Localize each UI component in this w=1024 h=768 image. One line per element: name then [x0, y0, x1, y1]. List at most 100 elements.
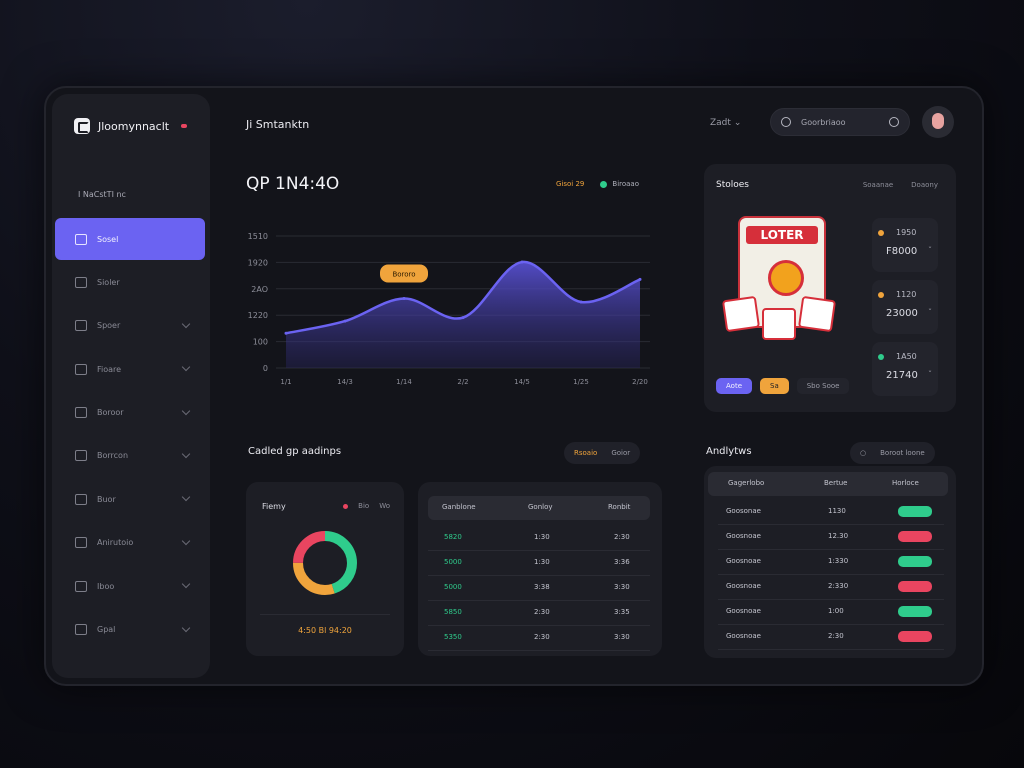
- avatar[interactable]: [922, 106, 954, 138]
- data-point[interactable]: [284, 331, 288, 335]
- analytics-row[interactable]: Goosnoae 1:330: [718, 550, 944, 575]
- lottery-illustration: LOTER: [721, 216, 848, 346]
- document-icon: [75, 363, 87, 375]
- tab-2[interactable]: Doaony: [911, 181, 938, 189]
- tertiary-button[interactable]: Sbo Sooe: [796, 378, 850, 394]
- table-cell: 1:30: [534, 558, 550, 566]
- data-point[interactable]: [520, 260, 524, 264]
- ticket-list: 1950 F8000 ˇ 1120 23000 ˇ 1A50 21740 ˇ: [872, 218, 938, 404]
- ticket-icon: [762, 308, 796, 340]
- status-badge: [898, 631, 932, 642]
- x-tick-label: 1/25: [573, 378, 589, 386]
- analytics-row[interactable]: Goosnoae 12.30: [718, 525, 944, 550]
- monitor-icon: [75, 450, 87, 462]
- main-value: QP 1N4:4O: [246, 174, 340, 194]
- table-row[interactable]: 5820 1:30 2:30: [428, 526, 650, 551]
- notification-dot: [181, 124, 188, 128]
- app-name: Jloomynnaclt: [98, 119, 170, 133]
- analytics-row[interactable]: Goosnoae 2:30: [718, 625, 944, 650]
- analytics-row[interactable]: Goosonae 1130: [718, 500, 944, 525]
- ticket-card[interactable]: 1120 23000 ˇ: [872, 280, 938, 334]
- sidebar-item-4[interactable]: Fioare: [55, 348, 205, 390]
- table-cell: 5000: [444, 558, 462, 566]
- sidebar-section-label: I NaCstTI nc: [78, 190, 126, 199]
- table-header: Ganblone Gonloy Ronbit: [428, 496, 650, 520]
- y-tick-label: 1920: [248, 258, 268, 267]
- search-icon: [781, 117, 791, 127]
- x-tick-label: 2/20: [632, 378, 648, 386]
- search-placeholder: Goorbriaoo: [801, 117, 846, 127]
- row-name: Goosnoae: [726, 557, 761, 565]
- analytics-table: Gagerlobo Bertue Horloce Goosonae 1130 Goo…: [704, 466, 956, 658]
- app-logo[interactable]: Jloomynnaclt: [74, 118, 188, 134]
- filter-icon[interactable]: [889, 117, 899, 127]
- analytics-filter[interactable]: ○ Boroot loone: [850, 442, 935, 464]
- table-cell: 2:30: [614, 533, 630, 541]
- donut-segment[interactable]: [293, 531, 357, 595]
- analytics-title: Andlytws: [706, 446, 752, 457]
- table-row[interactable]: 5000 3:38 3:30: [428, 576, 650, 601]
- analytics-icon: [75, 537, 87, 549]
- table-row[interactable]: 5000 1:30 3:36: [428, 551, 650, 576]
- donut-segment[interactable]: [293, 531, 357, 595]
- logo-icon: [74, 118, 90, 134]
- sidebar-item-7[interactable]: Buor: [55, 478, 205, 520]
- row-value: 1:00: [828, 607, 844, 615]
- analytics-row[interactable]: Goosnoae 2:330: [718, 575, 944, 600]
- box-icon: [75, 580, 87, 592]
- chevron-down-icon: [181, 493, 191, 502]
- ring-title: Fiemy: [262, 502, 286, 511]
- primary-button[interactable]: Aote: [716, 378, 752, 394]
- sidebar-item-6[interactable]: Borrcon: [55, 435, 205, 477]
- ring-panel: Fiemy Bio Wo 4:50 Bl 94:20: [246, 482, 404, 656]
- data-point[interactable]: [461, 316, 465, 320]
- table-cell: 3:38: [534, 583, 550, 591]
- caret-icon: ˇ: [928, 308, 932, 317]
- filter-pill[interactable]: Rsoaio Goior: [564, 442, 641, 464]
- ticket-card[interactable]: 1A50 21740 ˇ: [872, 342, 938, 396]
- zoom-select[interactable]: Zadt ⌄: [710, 118, 742, 128]
- row-value: 2:30: [828, 632, 844, 640]
- table-row[interactable]: 5850 2:30 3:35: [428, 601, 650, 626]
- ticket-card[interactable]: 1950 F8000 ˇ: [872, 218, 938, 272]
- table-row[interactable]: 5350 2:30 3:30: [428, 626, 650, 651]
- sidebar-item-10[interactable]: Gpal: [55, 609, 205, 651]
- ticket-icon: [721, 295, 761, 333]
- sidebar-item-5[interactable]: Boroor: [55, 392, 205, 434]
- status-badge: [898, 506, 932, 517]
- sidebar-item-8[interactable]: Anirutoio: [55, 522, 205, 564]
- status-badge: [898, 531, 932, 542]
- legend-dot: [343, 503, 349, 509]
- data-point[interactable]: [343, 319, 347, 323]
- chevron-down-icon: [181, 319, 191, 329]
- analytics-row[interactable]: Goosnoae 1:00: [718, 600, 944, 625]
- sidebar-item-1[interactable]: Sosel: [55, 218, 205, 260]
- sidebar-item-9[interactable]: Iboo: [55, 565, 205, 607]
- row-name: Goosonae: [726, 507, 761, 515]
- secondary-button[interactable]: Sa: [760, 378, 789, 394]
- chart-icon: [75, 276, 87, 288]
- data-point[interactable]: [579, 300, 583, 304]
- lottery-title: LOTER: [746, 226, 818, 244]
- status-badge: [898, 581, 932, 592]
- section-title: Cadled gp aadinps: [248, 446, 342, 457]
- y-tick-label: 1510: [248, 232, 268, 241]
- folder-icon: [75, 320, 87, 332]
- table-cell: 5820: [444, 533, 462, 541]
- search-input[interactable]: Goorbriaoo: [770, 108, 910, 136]
- chevron-down-icon: [181, 362, 191, 372]
- tab-1[interactable]: Soaanae: [862, 181, 894, 189]
- sidebar-item-3[interactable]: Spoer: [55, 305, 205, 347]
- row-value: 1:330: [828, 557, 849, 565]
- sidebar: Jloomynnaclt I NaCstTI nc Sosel Sioler S…: [52, 94, 210, 678]
- data-point[interactable]: [402, 297, 406, 301]
- chart-legend: Gisoi 29 Biroaao: [556, 180, 639, 188]
- sidebar-item-2[interactable]: Sioler: [55, 261, 205, 303]
- statues-panel: Stoloes Soaanae Doaony LOTER 1950 F8000 …: [704, 164, 956, 412]
- divider: [260, 614, 390, 615]
- ring-legend: Bio Wo: [343, 502, 390, 510]
- row-value: 1130: [828, 507, 846, 515]
- data-point[interactable]: [638, 277, 642, 281]
- chevron-down-icon: [181, 623, 191, 632]
- status-dot: [878, 230, 884, 236]
